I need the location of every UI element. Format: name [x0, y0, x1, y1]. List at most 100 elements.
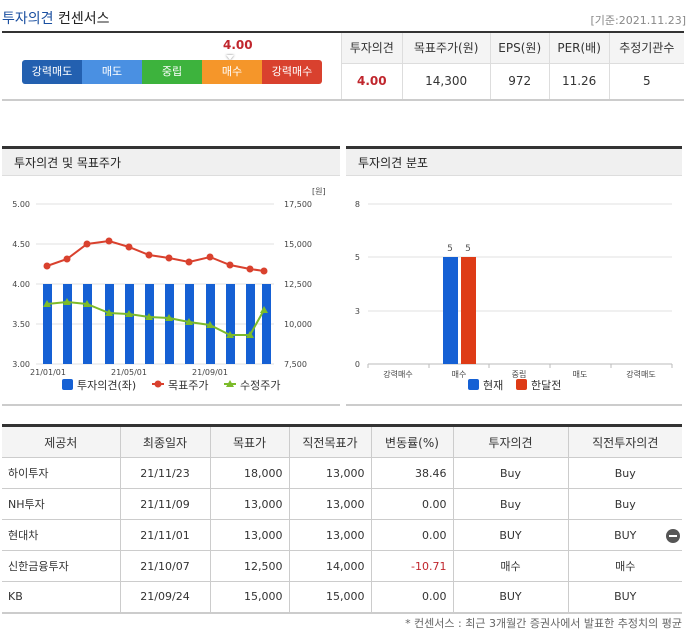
- svg-text:매도: 매도: [573, 370, 588, 379]
- cell-opinion: Buy: [452, 488, 568, 520]
- svg-text:3: 3: [355, 307, 360, 316]
- divider: [2, 31, 684, 33]
- table-row: KB 21/09/24 15,000 15,000 0.00 BUY BUY: [2, 581, 682, 614]
- gauge-bar: 강력매도 매도 중립 매수 강력매수: [22, 60, 322, 84]
- col-date: 최종일자: [119, 425, 210, 458]
- provider-table: 제공처 최종일자 목표가 직전목표가 변동률(%) 투자의견 직전투자의견 하이…: [2, 424, 682, 614]
- cell-change: 38.46: [370, 457, 453, 489]
- opinion-gauge: 4.00 강력매도 매도 중립 매수 강력매수: [2, 33, 342, 99]
- panel-title: 투자의견 분포: [346, 146, 682, 176]
- header-target-price: 목표주가(원): [401, 33, 491, 64]
- value-eps: 972: [489, 63, 550, 99]
- consensus-summary: 4.00 강력매도 매도 중립 매수 강력매수 투자의견 목표주가(원) EPS…: [2, 33, 684, 101]
- cell-prev-opinion: BUY: [567, 519, 682, 551]
- table-row: NH투자 21/11/09 13,000 13,000 0.00 Buy Buy: [2, 488, 682, 520]
- divider: [2, 404, 340, 406]
- cell-date: 21/11/23: [119, 457, 210, 489]
- cell-provider: 신한금융투자: [2, 550, 120, 582]
- header-opinion: 투자의견: [342, 33, 403, 64]
- gauge-value: 4.00: [223, 38, 253, 52]
- value-institutions: 5: [608, 63, 684, 99]
- value-target-price: 14,300: [401, 63, 491, 99]
- cell-prev-opinion: Buy: [567, 457, 682, 489]
- page-title: 투자의견 컨센서스: [2, 11, 110, 27]
- svg-text:3.00: 3.00: [12, 360, 30, 369]
- svg-text:5: 5: [355, 253, 360, 262]
- cell-opinion: BUY: [452, 519, 568, 551]
- cell-prev-opinion: 매수: [567, 550, 682, 582]
- footnote: * 컨센서스 : 최근 3개월간 증권사에서 발표한 추정치의 평균: [405, 617, 682, 630]
- svg-text:21/05/01: 21/05/01: [111, 368, 147, 377]
- svg-text:[원]: [원]: [312, 187, 326, 196]
- value-opinion: 4.00: [356, 74, 387, 89]
- svg-text:목표주가: 목표주가: [168, 379, 208, 392]
- cell-date: 21/10/07: [119, 550, 210, 582]
- cell-opinion: BUY: [452, 581, 568, 614]
- divider: [346, 404, 682, 406]
- cell-change: 0.00: [370, 519, 453, 551]
- svg-text:강력매수: 강력매수: [383, 369, 412, 379]
- cell-target: 13,000: [209, 519, 289, 551]
- cell-target: 12,500: [209, 550, 289, 582]
- cell-prev-target: 13,000: [288, 519, 371, 551]
- basis-date: [기준:2021.11.23]: [590, 14, 686, 27]
- svg-text:4.50: 4.50: [12, 240, 30, 249]
- svg-text:4.00: 4.00: [12, 280, 30, 289]
- gauge-segment-neutral: 중립: [142, 60, 202, 84]
- svg-text:중립: 중립: [512, 370, 527, 379]
- col-prev-target: 직전목표가: [288, 425, 371, 458]
- col-provider: 제공처: [2, 425, 120, 458]
- value-per: 11.26: [548, 63, 610, 99]
- gauge-marker-icon: [226, 55, 234, 60]
- cell-prev-target: 14,000: [288, 550, 371, 582]
- cell-date: 21/11/09: [119, 488, 210, 520]
- svg-text:21/01/01: 21/01/01: [30, 368, 66, 377]
- cell-provider: NH투자: [2, 488, 120, 520]
- cell-date: 21/11/01: [119, 519, 210, 551]
- svg-text:15,000: 15,000: [284, 240, 312, 249]
- svg-text:17,500: 17,500: [284, 200, 312, 209]
- table-row: 신한금융투자 21/10/07 12,500 14,000 -10.71 매수 …: [2, 550, 682, 582]
- collapse-minus-icon[interactable]: [666, 529, 680, 543]
- header-eps: EPS(원): [489, 33, 550, 64]
- svg-text:21/09/01: 21/09/01: [192, 368, 228, 377]
- cell-change: -10.71: [370, 550, 453, 582]
- opinion-target-chart-panel: 투자의견 및 목표주가 5.00 4.50 4.00 3.50 3.00 17,…: [2, 146, 340, 406]
- opinion-target-chart: 5.00 4.50 4.00 3.50 3.00 17,500 15,000 1…: [12, 187, 326, 392]
- opinion-distribution-panel: 투자의견 분포 8 5 3 0 5 5 강력매수 매수 중립 매도 강력매도: [346, 146, 682, 406]
- col-target: 목표가: [209, 425, 289, 458]
- svg-text:5: 5: [447, 244, 453, 254]
- svg-text:수정주가: 수정주가: [240, 379, 280, 392]
- svg-text:5.00: 5.00: [12, 200, 30, 209]
- svg-text:현재: 현재: [483, 379, 503, 392]
- panel-title: 투자의견 및 목표주가: [2, 146, 340, 176]
- gauge-segment-sell: 매도: [82, 60, 142, 84]
- summary-table: 투자의견 목표주가(원) EPS(원) PER(배) 추정기관수 4.00 14…: [342, 33, 684, 99]
- svg-text:한달전: 한달전: [531, 379, 561, 392]
- cell-date: 21/09/24: [119, 581, 210, 614]
- cell-prev-opinion: BUY: [567, 581, 682, 614]
- svg-text:강력매도: 강력매도: [626, 369, 655, 379]
- cell-target: 18,000: [209, 457, 289, 489]
- cell-prev-target: 13,000: [288, 457, 371, 489]
- header-per: PER(배): [548, 33, 610, 64]
- cell-target: 13,000: [209, 488, 289, 520]
- cell-change: 0.00: [370, 581, 453, 614]
- cell-prev-target: 15,000: [288, 581, 371, 614]
- cell-provider: 하이투자: [2, 457, 120, 489]
- opinion-distribution-chart: 8 5 3 0 5 5 강력매수 매수 중립 매도 강력매도 현재 한달전: [355, 200, 673, 392]
- cell-target: 15,000: [209, 581, 289, 614]
- svg-text:투자의견(좌): 투자의견(좌): [77, 379, 136, 392]
- svg-text:7,500: 7,500: [284, 360, 307, 369]
- cell-opinion: Buy: [452, 457, 568, 489]
- svg-text:3.50: 3.50: [12, 320, 30, 329]
- cell-change: 0.00: [370, 488, 453, 520]
- cell-provider: 현대차: [2, 519, 120, 551]
- svg-text:0: 0: [355, 360, 360, 369]
- col-prev-opinion: 직전투자의견: [567, 425, 682, 458]
- gauge-segment-strong-buy: 강력매수: [262, 60, 322, 84]
- table-row: 현대차 21/11/01 13,000 13,000 0.00 BUY BUY: [2, 519, 682, 551]
- svg-text:5: 5: [465, 244, 471, 254]
- header-institutions: 추정기관수: [608, 33, 684, 64]
- svg-text:12,500: 12,500: [284, 280, 312, 289]
